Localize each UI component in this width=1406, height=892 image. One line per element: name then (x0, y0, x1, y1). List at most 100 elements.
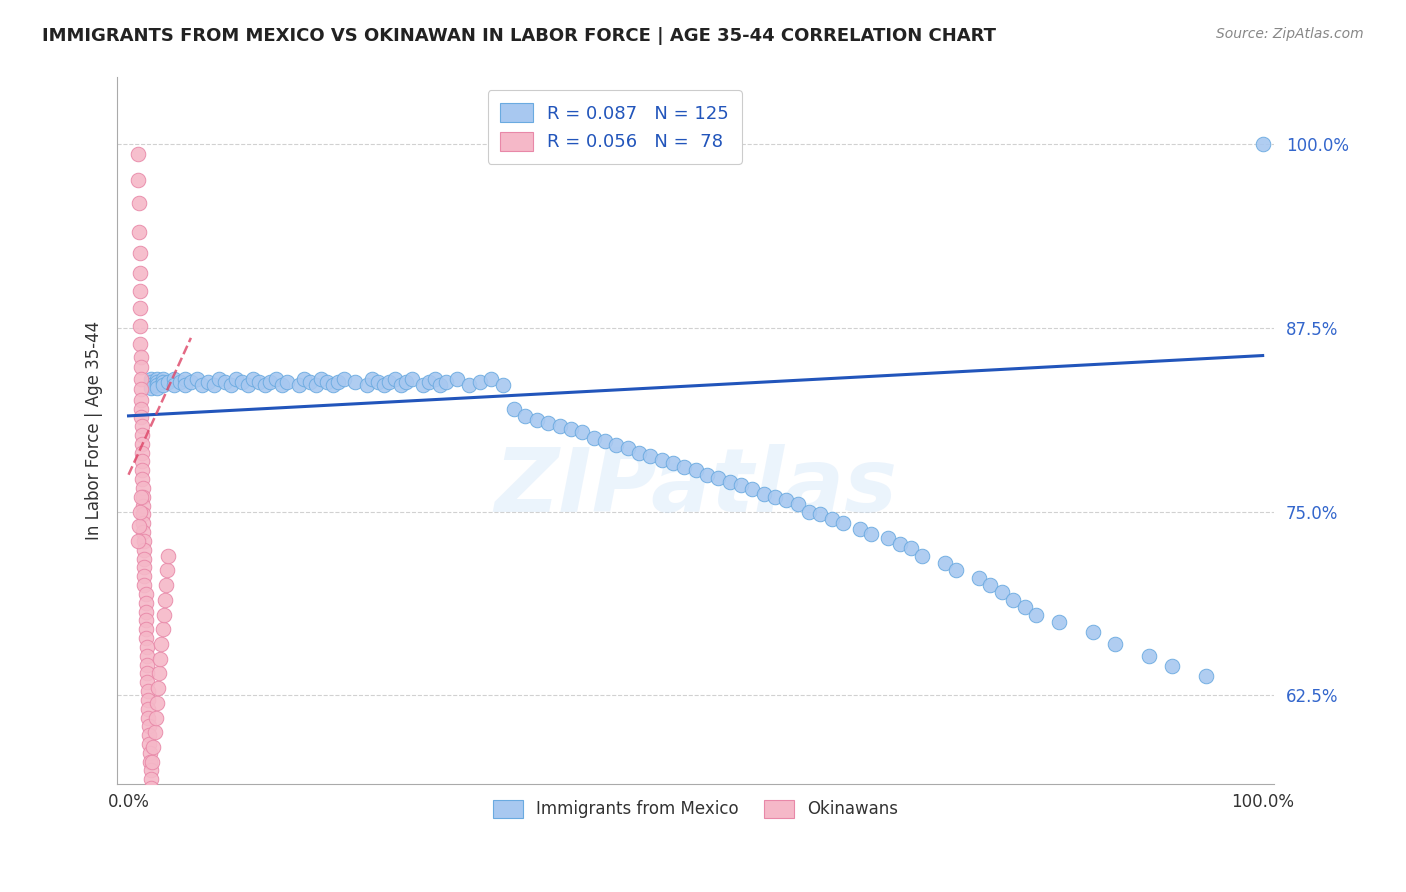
Point (651, 453, 673, 467)
Point (1002, 592, 1025, 607)
Point (797, 504, 820, 518)
Point (457, 378, 479, 392)
Point (180, 375, 202, 389)
Point (163, 372, 186, 386)
Point (128, 225, 150, 239)
Point (157, 375, 180, 389)
Point (236, 378, 259, 392)
Point (214, 375, 236, 389)
Point (571, 425, 593, 439)
Point (132, 481, 155, 495)
Point (481, 372, 503, 386)
Point (138, 719, 160, 733)
Point (832, 516, 855, 531)
Point (305, 378, 328, 392)
Point (174, 378, 197, 392)
Point (138, 728, 160, 742)
Point (131, 472, 153, 486)
Point (141, 755, 163, 769)
Point (135, 666, 157, 681)
Point (135, 596, 157, 610)
Point (131, 437, 153, 451)
Point (638, 449, 661, 463)
Point (191, 378, 214, 392)
Point (134, 560, 156, 574)
Point (136, 693, 159, 707)
Point (135, 587, 157, 601)
Point (141, 772, 163, 787)
Point (384, 372, 406, 386)
Point (1047, 615, 1070, 629)
Point (127, 533, 149, 548)
Y-axis label: In Labor Force | Age 35-44: In Labor Force | Age 35-44 (86, 321, 103, 541)
Point (128, 504, 150, 518)
Point (197, 375, 219, 389)
Point (741, 483, 763, 497)
Legend: Immigrants from Mexico, Okinawans: Immigrants from Mexico, Okinawans (486, 793, 905, 825)
Point (128, 284, 150, 298)
Point (141, 378, 163, 392)
Point (328, 375, 350, 389)
Point (135, 631, 157, 645)
Point (707, 471, 730, 485)
Point (132, 499, 155, 513)
Point (849, 522, 872, 536)
Point (157, 549, 180, 563)
Point (1081, 625, 1104, 640)
Point (146, 378, 169, 392)
Point (786, 497, 808, 511)
Point (156, 563, 179, 577)
Point (131, 445, 153, 459)
Point (146, 372, 169, 386)
Point (129, 372, 152, 386)
Point (526, 413, 548, 427)
Point (134, 533, 156, 548)
Point (900, 541, 922, 556)
Point (134, 542, 156, 557)
Point (142, 739, 165, 754)
Point (128, 319, 150, 334)
Point (276, 375, 298, 389)
Point (860, 526, 883, 541)
Point (131, 463, 153, 477)
Point (136, 710, 159, 724)
Point (146, 681, 169, 695)
Point (1104, 637, 1126, 651)
Point (128, 245, 150, 260)
Point (128, 266, 150, 280)
Point (139, 746, 162, 760)
Point (139, 755, 162, 769)
Point (730, 478, 752, 492)
Point (152, 607, 174, 622)
Point (131, 454, 153, 468)
Point (775, 492, 797, 507)
Point (503, 401, 526, 416)
Point (1161, 659, 1184, 673)
Point (134, 569, 156, 583)
Point (434, 375, 457, 389)
Point (202, 378, 225, 392)
Point (877, 531, 900, 545)
Point (146, 381, 169, 395)
Point (143, 725, 166, 739)
Point (401, 372, 423, 386)
Point (148, 666, 170, 681)
Point (152, 378, 174, 392)
Point (136, 701, 159, 715)
Point (889, 537, 911, 551)
Point (292, 372, 315, 386)
Point (662, 456, 685, 470)
Point (127, 147, 149, 161)
Point (174, 372, 197, 386)
Point (423, 372, 446, 386)
Point (537, 416, 560, 430)
Point (616, 442, 638, 456)
Point (322, 378, 344, 392)
Point (129, 383, 152, 397)
Point (131, 419, 153, 434)
Point (134, 551, 156, 566)
Point (945, 563, 967, 577)
Point (136, 684, 159, 698)
Point (492, 378, 515, 392)
Point (132, 490, 155, 504)
